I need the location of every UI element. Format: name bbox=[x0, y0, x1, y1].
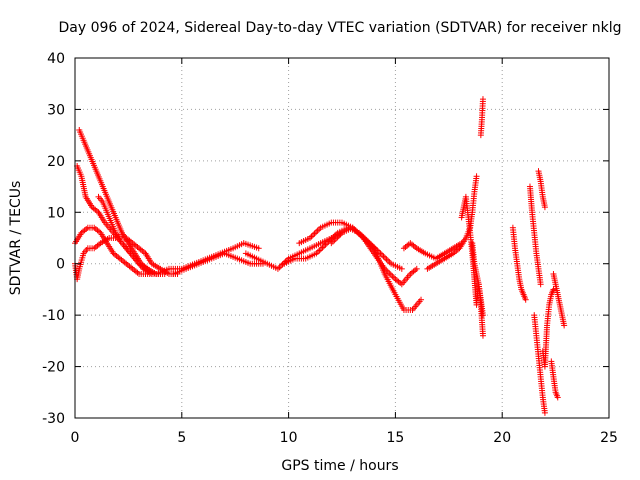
data-point bbox=[380, 253, 387, 260]
data-point bbox=[541, 409, 548, 416]
data-point bbox=[329, 238, 336, 245]
data-point bbox=[314, 227, 321, 234]
data-point bbox=[473, 173, 480, 180]
data-point bbox=[320, 243, 327, 250]
x-tick-label: 10 bbox=[280, 430, 298, 446]
plot-frame bbox=[74, 57, 610, 419]
data-point bbox=[554, 394, 561, 401]
y-tick-label: 0 bbox=[56, 257, 65, 273]
data-point bbox=[522, 296, 529, 303]
data-point bbox=[316, 247, 323, 254]
data-point bbox=[310, 232, 317, 239]
chart-title: Day 096 of 2024, Sidereal Day-to-day VTE… bbox=[59, 20, 622, 36]
data-point bbox=[386, 270, 393, 277]
x-tick-label: 25 bbox=[600, 430, 618, 446]
data-point bbox=[541, 204, 548, 211]
data-point bbox=[561, 322, 568, 329]
y-axis-label: SDTVAR / TECUs bbox=[8, 181, 24, 296]
axis-ticks bbox=[74, 57, 610, 419]
y-tick-label: -10 bbox=[42, 308, 65, 324]
x-tick-label: 20 bbox=[493, 430, 511, 446]
data-points bbox=[72, 96, 568, 416]
y-tick-labels: -30 -20 -10 0 10 20 30 40 bbox=[42, 51, 65, 427]
y-tick-label: -20 bbox=[42, 360, 65, 376]
data-point bbox=[313, 229, 320, 236]
data-point bbox=[479, 96, 486, 103]
data-point bbox=[311, 230, 318, 237]
grid-lines bbox=[75, 58, 609, 418]
y-tick-label: 20 bbox=[47, 154, 65, 170]
y-tick-label: -30 bbox=[42, 411, 65, 427]
y-tick-label: 10 bbox=[47, 205, 65, 221]
data-point bbox=[255, 245, 262, 252]
data-point bbox=[479, 312, 486, 319]
data-point bbox=[383, 256, 390, 263]
data-point bbox=[378, 251, 385, 258]
data-point bbox=[413, 265, 420, 272]
data-point bbox=[418, 296, 425, 303]
data-point bbox=[390, 274, 397, 281]
data-point bbox=[382, 254, 389, 261]
data-point bbox=[276, 264, 283, 271]
data-point bbox=[479, 332, 486, 339]
y-tick-label: 30 bbox=[47, 102, 65, 118]
x-tick-label: 5 bbox=[177, 430, 186, 446]
data-point bbox=[387, 271, 394, 278]
x-axis-label: GPS time / hours bbox=[281, 458, 398, 474]
x-tick-label: 15 bbox=[386, 430, 404, 446]
y-tick-label: 40 bbox=[47, 51, 65, 67]
data-point bbox=[550, 286, 557, 293]
x-tick-label: 0 bbox=[71, 430, 80, 446]
data-point bbox=[398, 265, 405, 272]
data-point bbox=[537, 281, 544, 288]
data-point bbox=[389, 273, 396, 280]
data-point bbox=[385, 257, 392, 264]
x-tick-labels: 0 5 10 15 20 25 bbox=[71, 430, 618, 446]
